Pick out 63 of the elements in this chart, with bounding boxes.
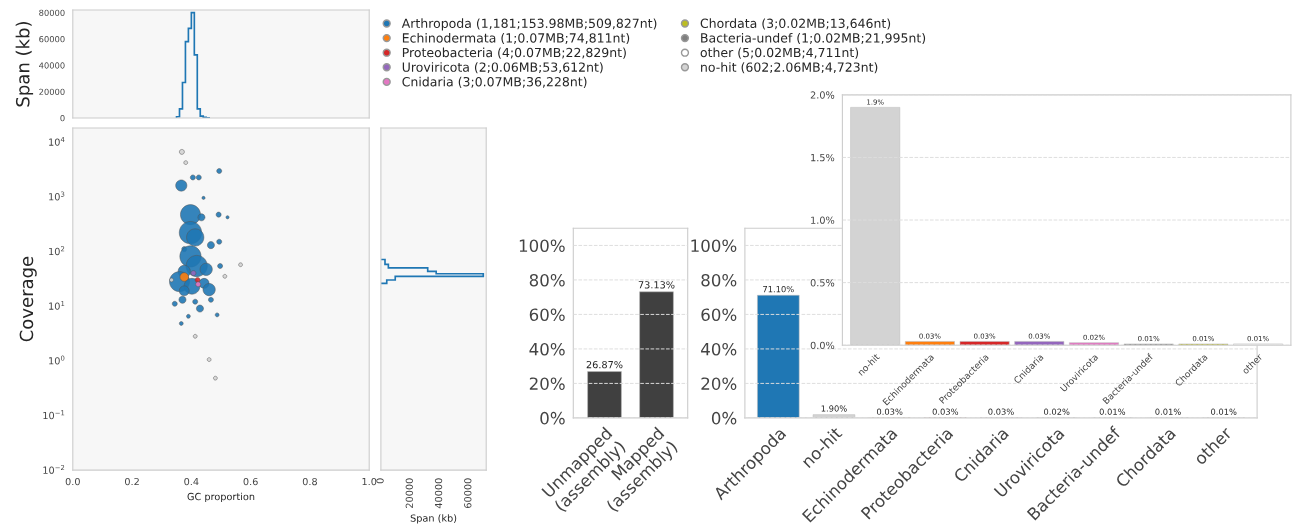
legend-label: Chordata (3;0.02MB;13,646nt) (700, 18, 891, 30)
x-tick-label: 20000 (405, 478, 413, 508)
y-tick-label: 2.0% (810, 91, 835, 99)
x-tick-label: 1.0 (362, 477, 377, 486)
y-tick-label: 10$^{4}$ (49, 136, 65, 146)
y-tick-label: 80% (529, 273, 565, 287)
y-tick-label: 1.5% (811, 153, 835, 162)
data-label: 0.01% (1099, 408, 1126, 415)
y-tick-label: 100% (691, 239, 737, 253)
y-tick-label: 10$^{3}$ (49, 191, 65, 201)
legend-label: other (5;0.02MB;4,711nt) (700, 47, 859, 59)
y-tick-label: 0.5% (810, 279, 835, 287)
y-tick-label: 60% (529, 308, 565, 321)
data-label: 0.02% (1043, 408, 1070, 415)
x-tick-label: 0.0 (65, 477, 80, 486)
y-tick-label: 10$^{−2}$ (43, 464, 65, 474)
y-tick-label: 80% (701, 273, 737, 287)
data-label: 0.03% (988, 408, 1014, 415)
data-label: 1.90% (821, 405, 847, 412)
x-tick-label: 40000 (434, 478, 443, 509)
x-tick-label: 0.6 (243, 477, 258, 486)
x-tick-label: 0 (376, 478, 384, 484)
y-tick-label: 40% (529, 342, 565, 356)
legend-label: Echinodermata (1;0.07MB;74,811nt) (402, 32, 630, 45)
legend-label: Cnidaria (3;0.07MB;36,228nt) (402, 76, 587, 88)
data-label: 0.01% (1155, 408, 1181, 415)
data-label: 26.87% (586, 360, 623, 369)
y-tick-label: 60% (701, 308, 737, 321)
data-label: 0.03% (876, 408, 903, 415)
y-tick-label: 0.0% (810, 341, 835, 350)
y-tick-label: 1.0% (811, 216, 835, 224)
legend-label: Arthropoda (1,181;153.98MB;509,827nt) (401, 18, 657, 31)
y-tick-label: 10$^{0}$ (49, 355, 65, 365)
legend-label: Proteobacteria (4;0.07MB;22,829nt) (402, 47, 626, 59)
y-tick-label: 10$^{−1}$ (43, 410, 65, 420)
y-tick-label: 0 (60, 115, 65, 122)
x-tick-label: 0.2 (124, 477, 139, 486)
data-label: 71.10% (763, 285, 794, 293)
x-axis-title: Span (kb) (410, 514, 457, 524)
legend-label: Uroviricota (2;0.06MB;53,612nt) (402, 62, 603, 74)
y-tick-label: 20% (701, 377, 737, 390)
data-label: 0.01% (1211, 408, 1237, 415)
data-label: 73.13% (638, 281, 675, 289)
y-tick-label: 80000 (39, 9, 65, 16)
data-label: 0.03% (932, 408, 959, 415)
y-tick-label: 40% (701, 342, 737, 356)
y-tick-label: 20000 (39, 88, 65, 95)
y-tick-label: 20% (529, 377, 565, 390)
y-tick-label: 10$^{1}$ (49, 301, 65, 310)
legend-label: Bacteria-undef (1;0.02MB;21,995nt) (701, 32, 926, 45)
x-tick-label: 0.4 (184, 477, 199, 486)
x-tick-label: 60000 (464, 478, 472, 508)
y-tick-label: 100% (519, 239, 565, 253)
x-tick-label: 0.8 (302, 477, 317, 486)
y-tick-label: 40000 (39, 62, 65, 69)
y-axis-title: Coverage (19, 256, 37, 342)
y-tick-label: 0% (711, 411, 737, 425)
y-tick-label: 0% (540, 411, 565, 425)
y-tick-label: 10$^{2}$ (49, 246, 65, 256)
y-tick-label: 60000 (39, 35, 65, 43)
x-axis-title: GC proportion (187, 492, 255, 503)
legend-label: no-hit (602;2.06MB;4,723nt) (701, 62, 878, 74)
y-axis-title: Span (kb) (15, 22, 34, 107)
